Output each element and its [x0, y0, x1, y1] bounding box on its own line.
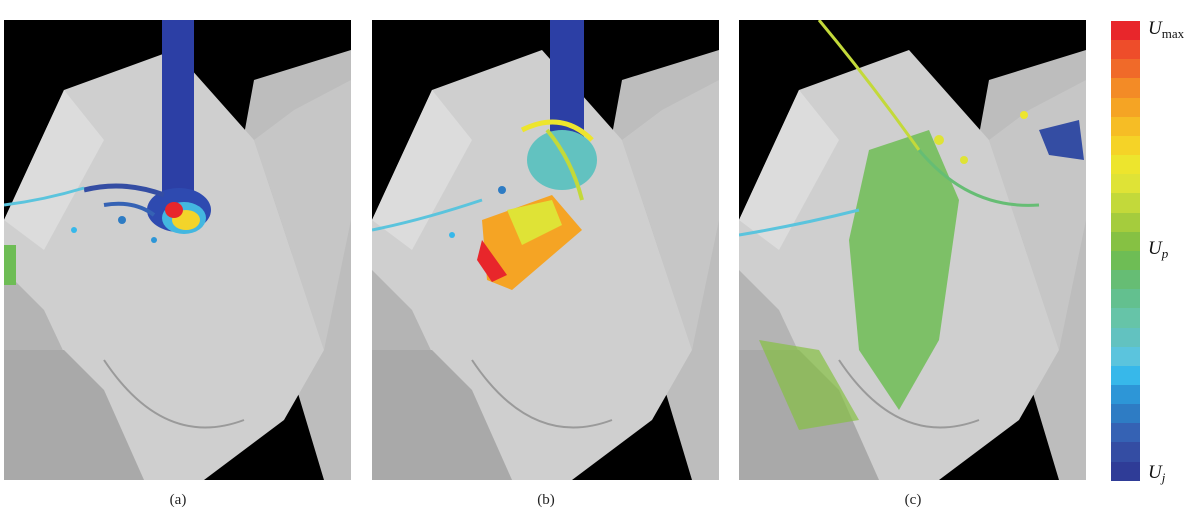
colorbar-label-mid: Up: [1148, 238, 1169, 261]
velocity-colorbar: [1111, 21, 1140, 481]
colorbar-swatch: [1111, 193, 1140, 213]
colorbar-swatch: [1111, 346, 1140, 366]
colorbar-swatch: [1111, 270, 1140, 290]
colorbar-swatch: [1111, 423, 1140, 443]
colorbar-swatch: [1111, 155, 1140, 175]
colorbar-swatch: [1111, 289, 1140, 309]
colorbar-swatch: [1111, 365, 1140, 385]
caption-c: (c): [904, 492, 922, 508]
colorbar-swatch: [1111, 78, 1140, 98]
colorbar-swatch: [1111, 231, 1140, 251]
colorbar-swatch: [1111, 384, 1140, 405]
colorbar-swatch: [1111, 116, 1140, 136]
colorbar-swatch: [1111, 308, 1140, 328]
screw-geometry-a: [4, 20, 351, 480]
colorbar-swatch: [1111, 461, 1140, 481]
colorbar-swatch: [1111, 59, 1140, 79]
colorbar-swatch: [1111, 212, 1140, 232]
simulation-panel-c: [739, 20, 1086, 480]
caption-b: (b): [537, 492, 555, 508]
colorbar-swatch: [1111, 97, 1140, 117]
colorbar-swatch: [1111, 442, 1140, 462]
colorbar-label-min: Uj: [1148, 462, 1166, 485]
colorbar-swatch: [1111, 135, 1140, 156]
screw-geometry-b: [372, 20, 719, 480]
simulation-panel-b: [372, 20, 719, 480]
colorbar-swatch: [1111, 327, 1140, 347]
colorbar-swatch: [1111, 40, 1140, 60]
simulation-panel-a: [4, 20, 351, 480]
colorbar-label-max: Umax: [1148, 18, 1185, 41]
colorbar-swatch: [1111, 250, 1140, 271]
screw-geometry-c: [739, 20, 1086, 480]
colorbar-swatch: [1111, 174, 1140, 194]
caption-a: (a): [169, 492, 187, 508]
colorbar-swatch: [1111, 404, 1140, 424]
colorbar-swatch: [1111, 21, 1140, 41]
jet-column: [162, 20, 194, 205]
